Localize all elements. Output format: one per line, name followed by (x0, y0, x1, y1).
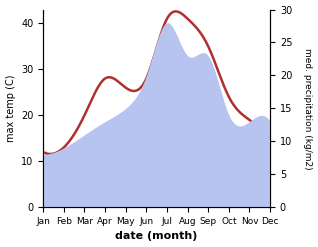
Y-axis label: med. precipitation (kg/m2): med. precipitation (kg/m2) (303, 48, 313, 169)
X-axis label: date (month): date (month) (115, 231, 198, 242)
Y-axis label: max temp (C): max temp (C) (5, 75, 16, 142)
